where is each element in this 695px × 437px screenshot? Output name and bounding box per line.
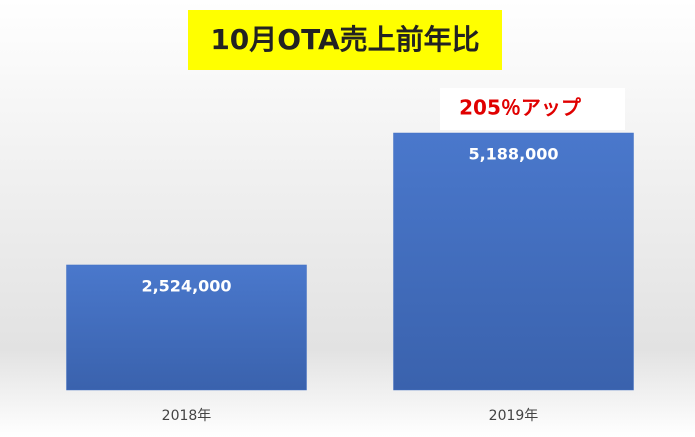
value-label: 2,524,000	[141, 276, 231, 295]
x-tick-label: 2018年	[162, 408, 212, 424]
bar	[393, 132, 634, 391]
annotation: 205％アップ	[459, 96, 582, 120]
chart-title: 10月OTA売上前年比	[210, 23, 479, 56]
bar	[66, 264, 307, 391]
x-tick-label: 2019年	[489, 408, 539, 424]
annotation-box	[440, 88, 625, 130]
title-box	[188, 10, 502, 70]
value-label: 5,188,000	[468, 145, 558, 164]
